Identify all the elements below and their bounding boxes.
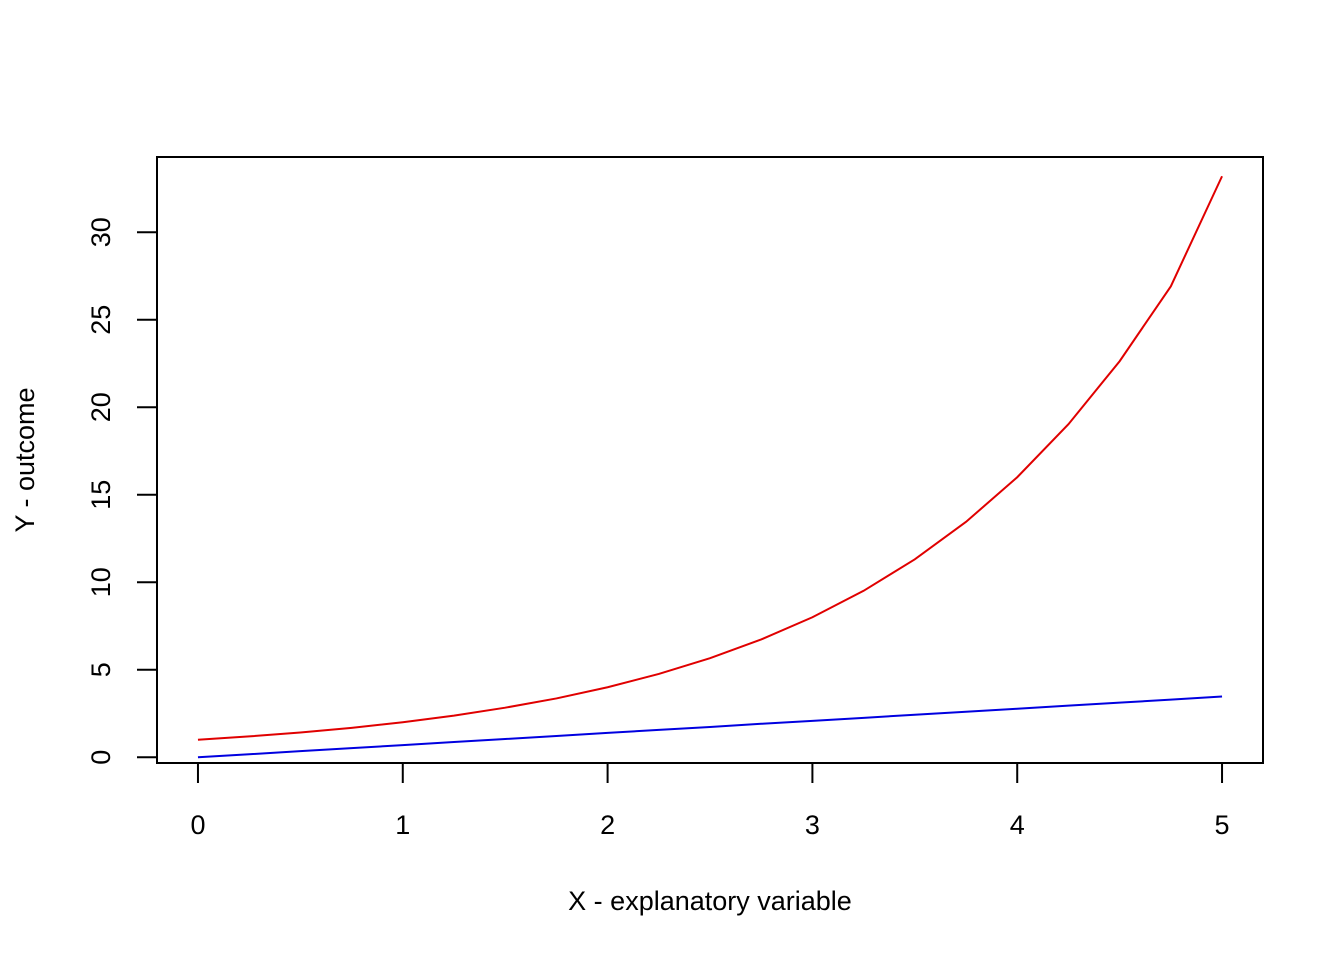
- y-tick-label: 30: [86, 217, 116, 247]
- plot-frame: [156, 156, 1264, 764]
- x-tick-label: 1: [395, 810, 410, 840]
- x-tick-label: 0: [190, 810, 205, 840]
- x-tick-label: 3: [805, 810, 820, 840]
- x-tick-label: 5: [1215, 810, 1230, 840]
- series-line-1: [197, 175, 1223, 741]
- y-tick-label: 15: [86, 480, 116, 510]
- x-tick-label: 2: [600, 810, 615, 840]
- x-axis: 0 1 2 3 4 5: [190, 762, 1230, 840]
- series-line-2: [197, 695, 1223, 759]
- y-tick-label: 5: [86, 662, 116, 677]
- x-axis-title: X - explanatory variable: [568, 886, 852, 916]
- y-tick-label: 20: [86, 392, 116, 422]
- y-tick-label: 10: [86, 567, 116, 597]
- y-axis-title: Y - outcome: [10, 387, 40, 532]
- series-layer: [197, 175, 1223, 759]
- y-axis: 0 5 10 15 20 25 30: [86, 217, 158, 765]
- y-tick-label: 25: [86, 305, 116, 335]
- x-tick-label: 4: [1010, 810, 1025, 840]
- y-tick-label: 0: [86, 750, 116, 765]
